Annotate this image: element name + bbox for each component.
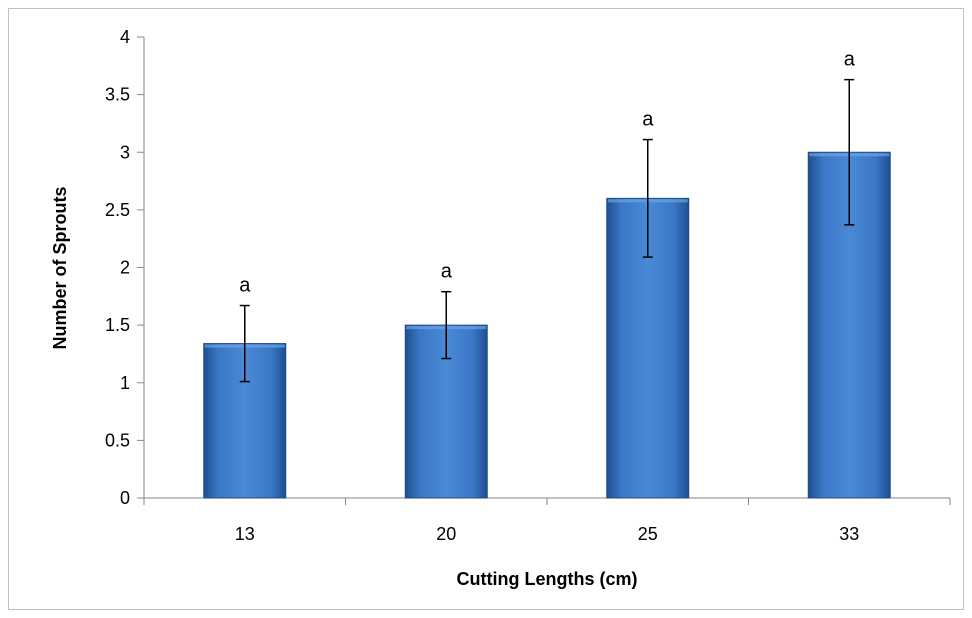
y-tick-label: 0 bbox=[120, 488, 130, 508]
x-tick-label: 25 bbox=[638, 524, 658, 544]
chart-frame bbox=[8, 8, 964, 610]
y-tick-label: 2.5 bbox=[105, 200, 130, 220]
y-tick-label: 0.5 bbox=[105, 430, 130, 450]
x-tick-label: 33 bbox=[839, 524, 859, 544]
significance-label: a bbox=[239, 275, 251, 297]
y-tick-label: 1 bbox=[120, 373, 130, 393]
x-tick-label: 13 bbox=[235, 524, 255, 544]
y-axis-title: Number of Sprouts bbox=[50, 186, 70, 349]
significance-label: a bbox=[844, 49, 856, 71]
y-tick-label: 2 bbox=[120, 258, 130, 278]
significance-label: a bbox=[441, 261, 453, 283]
y-tick-label: 3.5 bbox=[105, 85, 130, 105]
x-axis-title: Cutting Lengths (cm) bbox=[457, 569, 638, 589]
significance-label: a bbox=[642, 109, 654, 131]
x-tick-label: 20 bbox=[436, 524, 456, 544]
y-tick-label: 4 bbox=[120, 27, 130, 47]
y-tick-label: 1.5 bbox=[105, 315, 130, 335]
y-tick-label: 3 bbox=[120, 142, 130, 162]
